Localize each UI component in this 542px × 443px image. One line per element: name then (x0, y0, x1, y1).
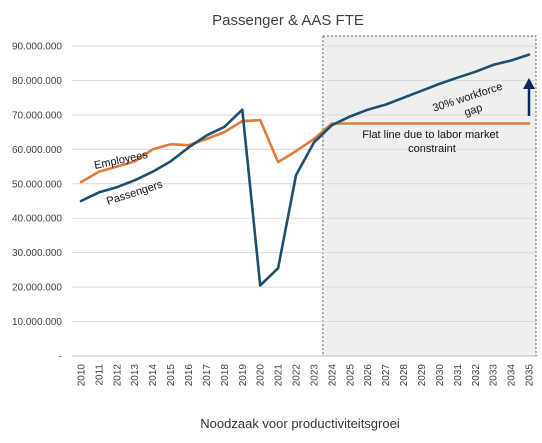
y-tick-label: 20.000.000 (12, 283, 62, 294)
x-tick-label: 2012 (112, 364, 123, 387)
y-axis: - 10.000.000 20.000.000 30.000.000 40.000.00… (12, 42, 62, 363)
gap-arrow (523, 78, 535, 116)
y-tick-label: 40.000.000 (12, 214, 62, 225)
x-tick-label: 2031 (453, 364, 464, 387)
x-tick-label: 2028 (399, 364, 410, 387)
x-tick-label: 2026 (363, 364, 374, 387)
x-tick-label: 2019 (238, 364, 249, 387)
series-label-employees: Employees (93, 149, 149, 172)
series-line-passengers (79, 53, 531, 287)
annotation-flat-line: Flat line due to labor market constraint (362, 129, 501, 155)
series-label-passengers: Passengers (105, 178, 164, 208)
x-tick-label: 2027 (381, 364, 392, 387)
x-tick-label: 2023 (309, 364, 320, 387)
x-tick-label: 2022 (292, 364, 303, 387)
y-tick-label: 60.000.000 (12, 145, 62, 156)
x-tick-label: 2018 (220, 364, 231, 387)
x-axis-label: Noodzaak voor productiviteitsgroei (200, 416, 400, 431)
y-tick-label: 50.000.000 (12, 179, 62, 190)
y-tick-label: 10.000.000 (12, 317, 62, 328)
x-tick-label: 2015 (166, 364, 177, 387)
x-tick-label: 2034 (507, 364, 518, 387)
x-tick-label: 2035 (525, 364, 536, 387)
x-tick-label: 2030 (435, 364, 446, 387)
x-tick-label: 2024 (327, 364, 338, 387)
x-tick-label: 2020 (256, 364, 267, 387)
x-tick-label: 2011 (94, 364, 105, 386)
y-tick-label: 30.000.000 (12, 248, 62, 259)
y-tick-label: - (59, 352, 62, 363)
x-tick-label: 2029 (417, 364, 428, 387)
x-tick-label: 2010 (76, 364, 87, 387)
x-tick-label: 2016 (184, 364, 195, 387)
y-tick-label: 70.000.000 (12, 110, 62, 121)
y-tick-label: 90.000.000 (12, 42, 62, 53)
x-tick-label: 2021 (274, 364, 285, 387)
grid (72, 45, 538, 357)
series-line-employees (79, 118, 531, 184)
x-tick-label: 2025 (345, 364, 356, 387)
x-tick-label: 2014 (148, 364, 159, 387)
x-tick-label: 2033 (489, 364, 500, 387)
x-tick-label: 2017 (202, 364, 213, 387)
x-tick-label: 2032 (471, 364, 482, 387)
chart-title: Passenger & AAS FTE (212, 12, 364, 29)
x-axis: 2010 2011 2012 2013 2014 2015 2016 2017 2018 2019… (76, 364, 535, 387)
y-tick-label: 80.000.000 (12, 76, 62, 87)
highlight-rect (322, 35, 537, 357)
x-tick-label: 2013 (130, 364, 141, 387)
series (79, 53, 531, 287)
highlight-region (322, 35, 537, 357)
